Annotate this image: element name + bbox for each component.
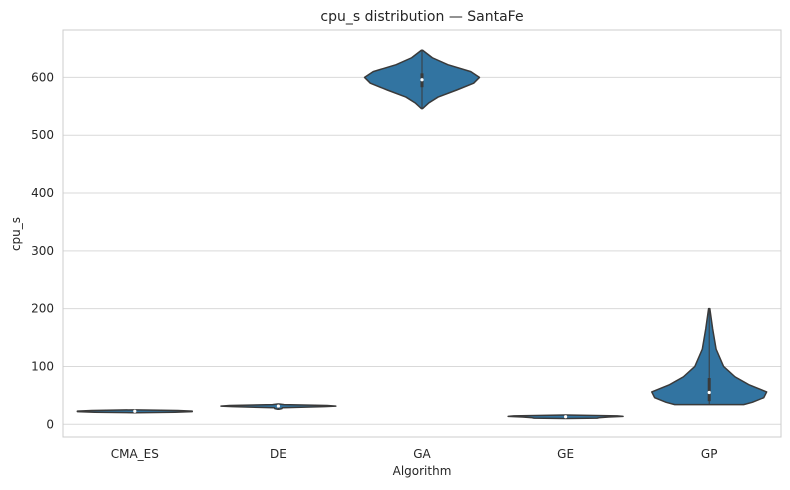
x-tick-label: GP bbox=[701, 447, 718, 461]
violin-ga bbox=[363, 49, 481, 110]
y-tick-label: 400 bbox=[31, 186, 54, 200]
y-tick-label: 100 bbox=[31, 359, 54, 373]
chart-title: cpu_s distribution — SantaFe bbox=[320, 9, 523, 25]
x-axis-title: Algorithm bbox=[393, 464, 452, 478]
y-tick-label: 500 bbox=[31, 128, 54, 142]
y-tick-label: 300 bbox=[31, 244, 54, 258]
grid-lines bbox=[63, 76, 781, 425]
violin-median-dot bbox=[420, 78, 424, 82]
violin-cma-es bbox=[76, 409, 193, 414]
violin-median-dot bbox=[707, 390, 711, 395]
x-tick-label: GA bbox=[413, 447, 431, 461]
y-tick-label: 600 bbox=[31, 70, 54, 84]
violin-iqr-box bbox=[707, 378, 711, 402]
y-tick-label: 0 bbox=[46, 417, 54, 431]
y-axis-title: cpu_s bbox=[9, 217, 23, 251]
violin-median-dot bbox=[564, 415, 568, 419]
plot-frame bbox=[62, 29, 782, 438]
violins bbox=[76, 49, 768, 420]
y-tick-label: 200 bbox=[31, 302, 54, 316]
violin-median-dot bbox=[133, 409, 137, 413]
x-tick-label: CMA_ES bbox=[111, 447, 159, 461]
x-tick-label: DE bbox=[270, 447, 287, 461]
y-axis-ticks: 0 100 200 300 400 500 600 bbox=[31, 70, 54, 431]
x-tick-label: GE bbox=[557, 447, 574, 461]
x-axis-ticks: CMA_ES DE GA GE GP bbox=[111, 447, 718, 461]
violin-median-dot bbox=[276, 404, 280, 408]
violin-gp bbox=[651, 307, 768, 406]
violin-de bbox=[220, 403, 337, 410]
violin-ge bbox=[507, 414, 624, 420]
